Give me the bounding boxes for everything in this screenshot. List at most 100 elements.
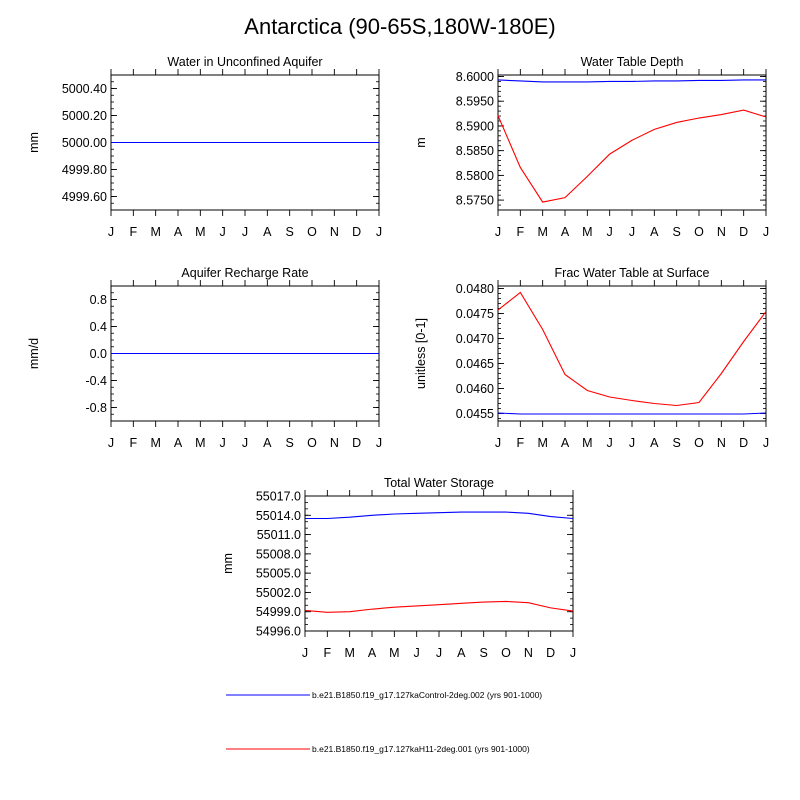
y-tick-label: 55005.0 xyxy=(256,567,301,581)
panel-wtd: Water Table Depth m 8.5750 8.5800 8.5850 8.59… xyxy=(414,55,769,239)
panel-tws: Total Water Storage mm 54996.0 54999.0 55002… xyxy=(221,476,576,660)
y-axis-label: m xyxy=(414,137,428,147)
x-tick-label: A xyxy=(174,436,183,450)
y-tick-label: 55014.0 xyxy=(256,509,301,523)
x-tick-label: J xyxy=(436,646,442,660)
series-line-control xyxy=(305,511,574,520)
panel-qr: Aquifer Recharge Rate mm/d -0.8 -0.4 0.0 0.4 0… xyxy=(27,266,382,450)
x-tick-label: F xyxy=(130,436,138,450)
series-line-h11 xyxy=(304,600,574,613)
series-line-h11 xyxy=(497,291,767,407)
x-tick-label: J xyxy=(220,225,226,239)
x-tick-label: N xyxy=(330,225,339,239)
y-tick-label: 5000.40 xyxy=(62,82,107,96)
series-line-h11 xyxy=(497,109,767,203)
x-tick-label: J xyxy=(376,436,382,450)
x-tick-label: J xyxy=(376,225,382,239)
series-line-control xyxy=(497,412,767,415)
y-tick-label: 8.5900 xyxy=(456,119,494,133)
y-tick-label: 55017.0 xyxy=(256,490,301,504)
x-tick-label: S xyxy=(285,436,293,450)
x-tick-label: N xyxy=(330,436,339,450)
y-tick-label: 0.0 xyxy=(90,347,107,361)
x-tick-label: O xyxy=(694,225,704,239)
y-tick-label: 4999.80 xyxy=(62,163,107,177)
y-tick-label: -0.4 xyxy=(85,374,107,388)
panel-title: Water Table Depth xyxy=(581,55,684,69)
y-tick-label: 0.4 xyxy=(90,320,107,334)
x-tick-label: A xyxy=(368,646,377,660)
y-tick-label: 5000.00 xyxy=(62,136,107,150)
x-tick-label: J xyxy=(629,225,635,239)
y-tick-label: 0.0470 xyxy=(456,332,494,346)
x-tick-label: O xyxy=(694,436,704,450)
x-tick-label: S xyxy=(479,646,487,660)
x-tick-label: S xyxy=(285,225,293,239)
y-axis-label: mm/d xyxy=(27,338,41,369)
x-tick-label: J xyxy=(763,436,769,450)
x-tick-label: O xyxy=(307,225,317,239)
y-tick-label: 8.5750 xyxy=(456,194,494,208)
y-tick-label: 4999.60 xyxy=(62,190,107,204)
y-axis-label: unitless [0-1] xyxy=(414,318,428,389)
x-tick-label: J xyxy=(570,646,576,660)
x-tick-label: F xyxy=(517,436,525,450)
y-axis-label: mm xyxy=(27,132,41,153)
x-tick-label: A xyxy=(263,436,272,450)
x-tick-label: J xyxy=(108,436,114,450)
x-tick-label: F xyxy=(324,646,332,660)
panel-fwt: Frac Water Table at Surface unitless [0-1… xyxy=(414,266,769,450)
x-tick-label: D xyxy=(739,225,748,239)
x-tick-label: D xyxy=(352,436,361,450)
x-tick-label: J xyxy=(763,225,769,239)
x-tick-label: J xyxy=(108,225,114,239)
x-tick-label: J xyxy=(242,225,248,239)
y-tick-label: 5000.20 xyxy=(62,109,107,123)
x-tick-label: D xyxy=(739,436,748,450)
x-tick-label: J xyxy=(242,436,248,450)
x-tick-label: A xyxy=(650,225,659,239)
y-tick-label: 8.5850 xyxy=(456,144,494,158)
y-tick-label: 0.0465 xyxy=(456,357,494,371)
x-tick-label: S xyxy=(672,436,680,450)
x-tick-label: J xyxy=(607,436,613,450)
x-tick-label: N xyxy=(717,225,726,239)
x-tick-label: J xyxy=(220,436,226,450)
y-tick-label: 0.0475 xyxy=(456,307,494,321)
series-line-control xyxy=(497,79,766,83)
x-tick-label: A xyxy=(457,646,466,660)
x-tick-label: M xyxy=(537,225,547,239)
panel-title: Water in Unconfined Aquifer xyxy=(167,55,322,69)
x-tick-label: J xyxy=(495,436,501,450)
x-tick-label: M xyxy=(195,225,205,239)
x-tick-label: A xyxy=(561,225,570,239)
plot-frame xyxy=(304,495,574,632)
y-tick-label: 8.5800 xyxy=(456,169,494,183)
x-tick-label: M xyxy=(150,436,160,450)
x-tick-label: M xyxy=(582,225,592,239)
x-tick-label: N xyxy=(717,436,726,450)
y-tick-label: 0.0455 xyxy=(456,407,494,421)
panel-wa: Water in Unconfined Aquifer mm 4999.60 4999… xyxy=(27,55,382,239)
plot-frame xyxy=(497,74,767,211)
x-tick-label: M xyxy=(582,436,592,450)
x-tick-label: D xyxy=(352,225,361,239)
panel-title: Total Water Storage xyxy=(384,476,494,490)
y-tick-label: 55011.0 xyxy=(257,528,301,542)
x-tick-label: D xyxy=(546,646,555,660)
x-tick-label: N xyxy=(524,646,533,660)
y-tick-label: 55002.0 xyxy=(256,586,301,600)
x-tick-label: F xyxy=(517,225,525,239)
y-tick-label: 0.0460 xyxy=(456,382,494,396)
panel-title: Aquifer Recharge Rate xyxy=(181,266,308,280)
x-tick-label: J xyxy=(495,225,501,239)
plot-frame xyxy=(497,285,767,422)
x-tick-label: J xyxy=(629,436,635,450)
y-tick-label: 8.5950 xyxy=(456,95,494,109)
x-tick-label: A xyxy=(263,225,272,239)
main-title: Antarctica (90-65S,180W-180E) xyxy=(244,14,556,39)
y-axis-label: mm xyxy=(221,553,235,574)
x-tick-label: J xyxy=(414,646,420,660)
x-tick-label: A xyxy=(650,436,659,450)
